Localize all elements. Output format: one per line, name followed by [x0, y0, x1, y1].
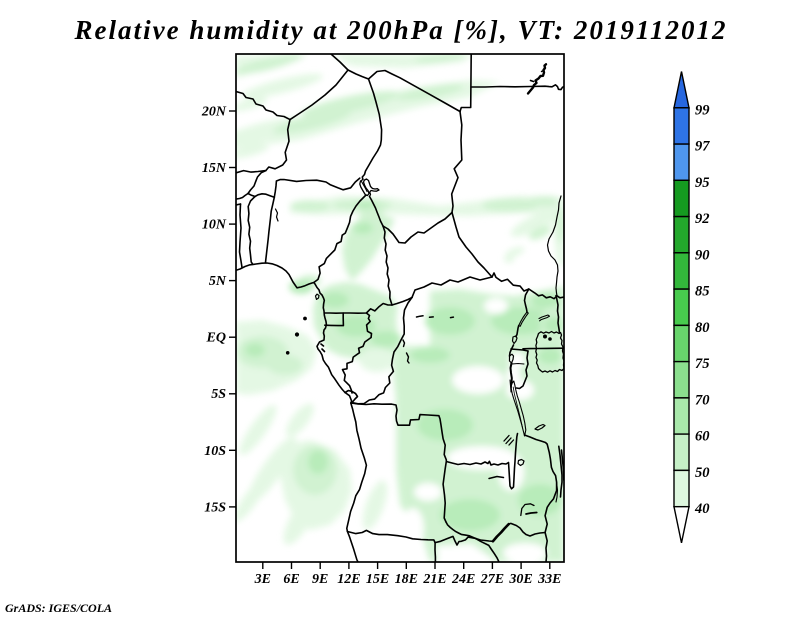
svg-text:5S: 5S	[211, 387, 226, 402]
svg-text:10S: 10S	[204, 444, 226, 459]
svg-text:95: 95	[695, 175, 710, 191]
svg-text:30E: 30E	[508, 572, 532, 587]
svg-text:9E: 9E	[312, 572, 328, 587]
svg-text:85: 85	[695, 284, 710, 300]
svg-text:24E: 24E	[451, 572, 475, 587]
svg-text:70: 70	[695, 392, 710, 408]
svg-text:60: 60	[695, 429, 710, 445]
svg-text:15S: 15S	[204, 500, 226, 515]
svg-text:EQ: EQ	[206, 331, 226, 346]
svg-text:3E: 3E	[254, 572, 271, 587]
svg-text:99: 99	[695, 102, 710, 118]
svg-text:Relative humidity at 200hPa [%: Relative humidity at 200hPa [%], VT: 201…	[74, 15, 726, 45]
svg-text:75: 75	[695, 356, 710, 372]
svg-text:97: 97	[695, 139, 710, 155]
svg-text:90: 90	[695, 247, 710, 263]
svg-text:20N: 20N	[201, 105, 227, 120]
svg-text:50: 50	[695, 465, 710, 481]
svg-text:80: 80	[695, 320, 710, 336]
svg-text:6E: 6E	[283, 572, 299, 587]
svg-text:10N: 10N	[202, 218, 227, 233]
svg-text:21E: 21E	[422, 572, 446, 587]
svg-text:15N: 15N	[202, 161, 227, 176]
svg-text:5N: 5N	[209, 274, 227, 289]
svg-text:92: 92	[695, 211, 710, 227]
svg-text:GrADS: IGES/COLA: GrADS: IGES/COLA	[5, 601, 112, 615]
svg-text:33E: 33E	[537, 572, 561, 587]
svg-text:15E: 15E	[366, 572, 389, 587]
svg-text:12E: 12E	[337, 572, 360, 587]
svg-text:18E: 18E	[395, 572, 418, 587]
svg-text:27E: 27E	[480, 572, 504, 587]
svg-text:40: 40	[694, 501, 710, 517]
